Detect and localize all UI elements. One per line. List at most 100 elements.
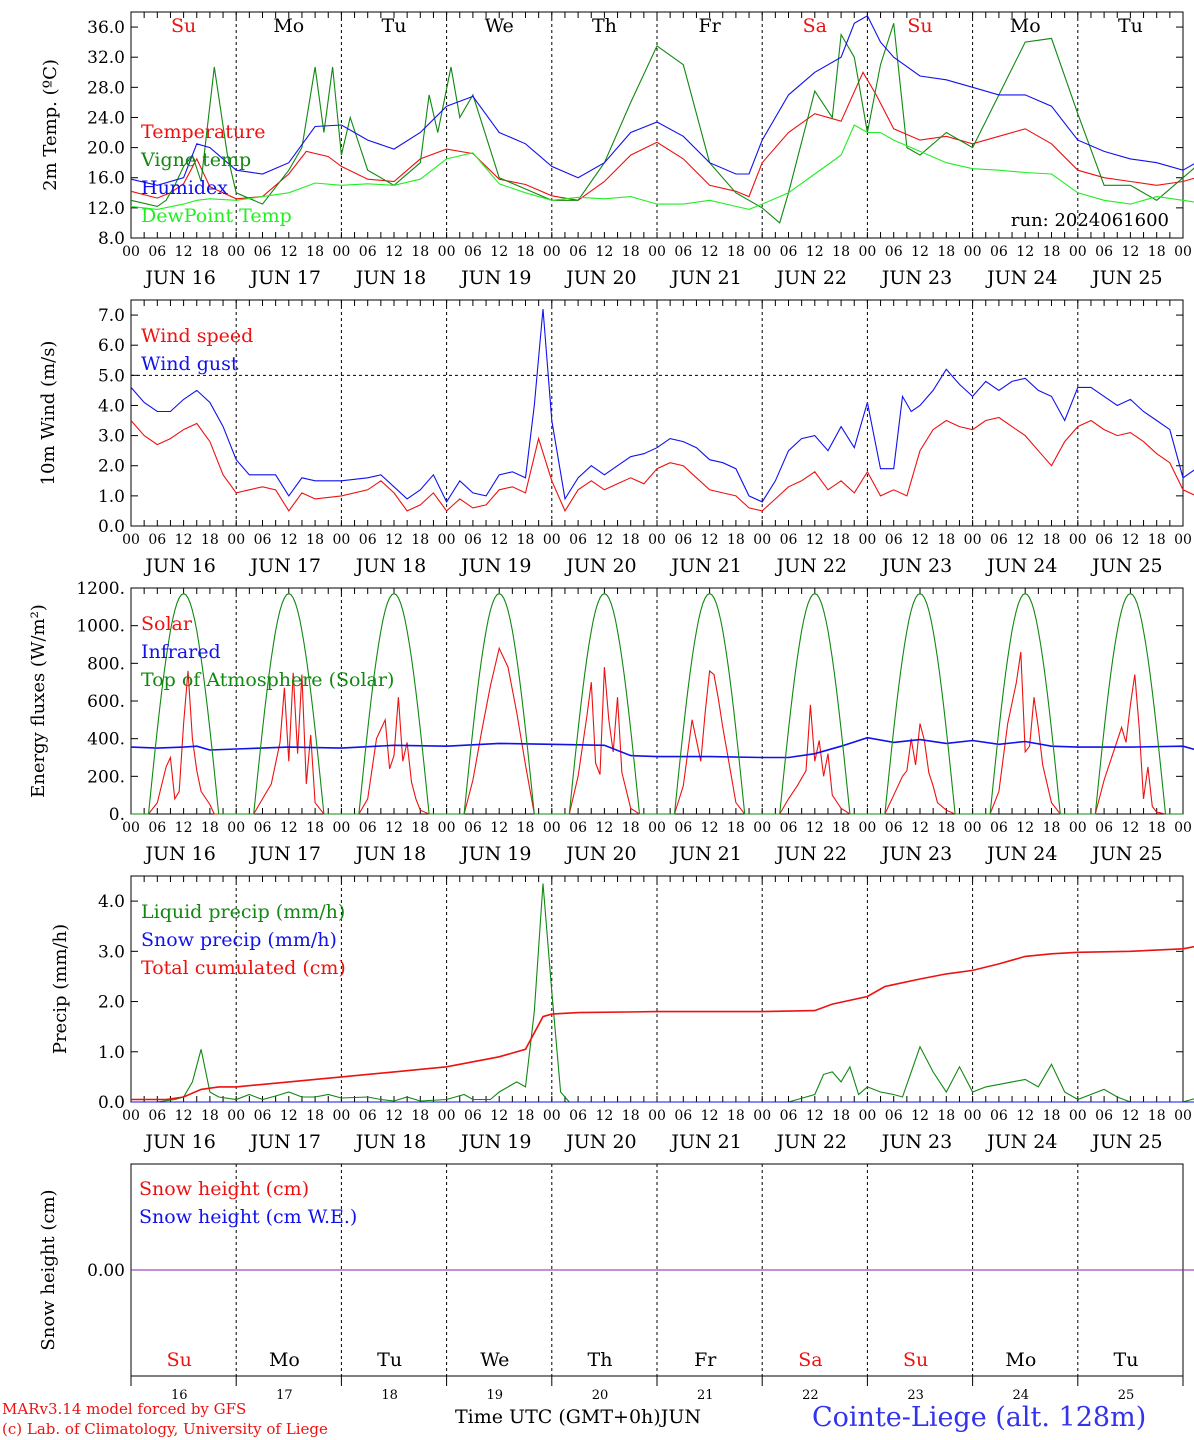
series-total-cumulated-cm — [131, 945, 1194, 1101]
series-humidex — [130, 15, 1194, 186]
hour-tick-label: 06 — [148, 820, 166, 836]
day-label: JUN 19 — [459, 555, 531, 577]
hour-tick-label: 18 — [1148, 820, 1166, 836]
hour-tick-label: 00 — [227, 244, 245, 260]
hour-tick-label: 00 — [1174, 532, 1192, 548]
weekday-label: Mo — [273, 15, 304, 37]
hour-tick-label: 06 — [674, 244, 692, 260]
hour-tick-label: 18 — [727, 532, 745, 548]
hour-tick-label: 00 — [438, 820, 456, 836]
hour-tick-label: 00 — [964, 532, 982, 548]
hour-tick-label: 18 — [1043, 532, 1061, 548]
legend-wind-gust: Wind gust — [141, 353, 239, 375]
hour-tick-label: 12 — [490, 820, 508, 836]
hour-tick-label: 06 — [1095, 1108, 1113, 1124]
hour-tick-label: 12 — [806, 244, 824, 260]
hour-tick-label: 12 — [175, 532, 193, 548]
weekday-label: Th — [592, 15, 617, 37]
hour-tick-label: 06 — [674, 820, 692, 836]
hour-tick-label: 18 — [622, 244, 640, 260]
day-label: JUN 19 — [459, 1131, 531, 1153]
series-top-of-atmosphere-solar — [131, 592, 1183, 815]
legend-humidex: Humidex — [141, 177, 228, 199]
hour-tick-label: 06 — [254, 820, 272, 836]
weekday-label: Tu — [377, 1349, 402, 1371]
day-label: JUN 18 — [354, 555, 426, 577]
day-label: JUN 22 — [775, 555, 847, 577]
y-tick-label: 4.0 — [98, 892, 125, 912]
hour-tick-label: 06 — [1095, 820, 1113, 836]
panel-2m-temp-c: 8.0 12.0 16.0 20.0 24.0 28.0 32.0 36.0 2m Temp. … — [40, 11, 1194, 289]
day-label: JUN 23 — [880, 843, 952, 865]
day-label: JUN 24 — [985, 843, 1057, 865]
series-wind-gust — [130, 308, 1194, 504]
legend-snow-precip-mm-h: Snow precip (mm/h) — [141, 929, 337, 951]
day-number-label: 23 — [907, 1388, 924, 1403]
day-number-label: 19 — [487, 1388, 504, 1403]
hour-tick-label: 00 — [1069, 532, 1087, 548]
hour-tick-label: 18 — [832, 244, 850, 260]
hour-tick-label: 00 — [438, 244, 456, 260]
y-tick-label: 3.0 — [98, 427, 125, 447]
hour-tick-label: 06 — [885, 1108, 903, 1124]
hour-tick-label: 12 — [280, 1108, 298, 1124]
hour-tick-label: 00 — [753, 1108, 771, 1124]
weekday-label: Tu — [382, 15, 407, 37]
hour-tick-label: 00 — [332, 532, 350, 548]
hour-tick-label: 12 — [1121, 244, 1139, 260]
hour-tick-label: 00 — [964, 244, 982, 260]
hour-tick-label: 18 — [1043, 244, 1061, 260]
hour-tick-label: 06 — [780, 244, 798, 260]
hour-tick-label: 12 — [385, 532, 403, 548]
day-label: JUN 20 — [564, 267, 636, 289]
hour-tick-label: 00 — [753, 532, 771, 548]
hour-tick-label: 18 — [727, 244, 745, 260]
hour-tick-label: 12 — [1121, 820, 1139, 836]
hour-tick-label: 18 — [411, 820, 429, 836]
hour-tick-label: 00 — [753, 820, 771, 836]
day-label: JUN 20 — [564, 1131, 636, 1153]
day-label: JUN 17 — [249, 843, 321, 865]
hour-tick-label: 06 — [674, 1108, 692, 1124]
credit-line-1: MARv3.14 model forced by GFS — [2, 1400, 247, 1418]
day-label: JUN 16 — [143, 267, 215, 289]
hour-tick-label: 06 — [990, 244, 1008, 260]
day-label: JUN 25 — [1090, 267, 1162, 289]
day-label: JUN 19 — [459, 267, 531, 289]
day-label: JUN 22 — [775, 267, 847, 289]
y-tick-label: 2.0 — [98, 993, 125, 1013]
hour-tick-label: 00 — [1069, 244, 1087, 260]
hour-tick-label: 18 — [1043, 1108, 1061, 1124]
hour-tick-label: 00 — [543, 244, 561, 260]
legend-temperature: Temperature — [141, 121, 265, 143]
y-tick-label: 1200. — [76, 579, 125, 599]
hour-tick-label: 18 — [201, 532, 219, 548]
hour-tick-label: 06 — [780, 532, 798, 548]
y-tick-label: 32.0 — [87, 48, 125, 68]
hour-tick-label: 18 — [201, 244, 219, 260]
weekday-label: Su — [167, 1349, 192, 1371]
legend-snow-height-cm: Snow height (cm) — [139, 1178, 309, 1200]
day-number-label: 20 — [592, 1388, 609, 1403]
day-label: JUN 22 — [775, 843, 847, 865]
day-label: JUN 16 — [143, 555, 215, 577]
y-tick-label: 7.0 — [98, 306, 125, 326]
hour-tick-label: 00 — [227, 820, 245, 836]
hour-tick-label: 12 — [911, 1108, 929, 1124]
hour-tick-label: 00 — [122, 1108, 140, 1124]
y-tick-label: 5.0 — [98, 366, 125, 386]
hour-tick-label: 06 — [464, 532, 482, 548]
y-tick-label: 400. — [87, 730, 125, 750]
hour-tick-label: 18 — [622, 1108, 640, 1124]
hour-tick-label: 00 — [1174, 244, 1192, 260]
hour-tick-label: 06 — [464, 820, 482, 836]
hour-tick-label: 18 — [306, 532, 324, 548]
day-label: JUN 23 — [880, 267, 952, 289]
day-number-label: 25 — [1118, 1388, 1135, 1403]
day-label: JUN 18 — [354, 843, 426, 865]
hour-tick-label: 00 — [332, 820, 350, 836]
weekday-label: Su — [907, 15, 932, 37]
hour-tick-label: 18 — [411, 244, 429, 260]
hour-tick-label: 18 — [937, 820, 955, 836]
day-label: JUN 21 — [669, 843, 741, 865]
